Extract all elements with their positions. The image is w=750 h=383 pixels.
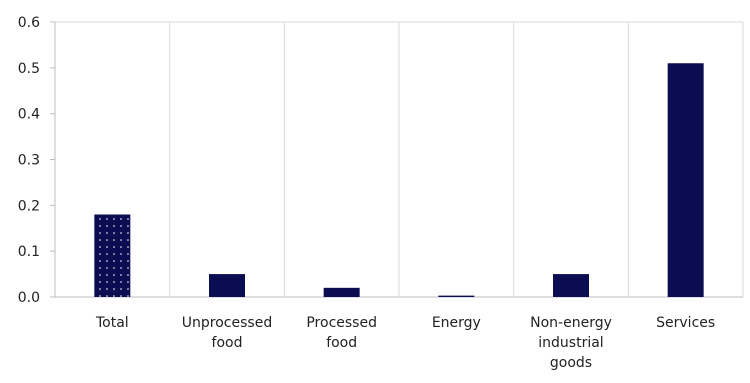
x-tick-label: Total <box>95 315 129 331</box>
bar <box>209 274 245 297</box>
y-tick-label: 0.1 <box>18 244 40 260</box>
x-tick-label: Energy <box>432 315 481 331</box>
y-tick-label: 0.0 <box>18 290 40 306</box>
bar <box>667 63 704 297</box>
x-tick-label: Unprocessed food <box>182 315 272 351</box>
y-tick-label: 0.6 <box>18 15 40 31</box>
y-tick-label: 0.4 <box>18 107 40 123</box>
x-tick-label: Processed food <box>306 315 377 351</box>
y-tick-label: 0.3 <box>18 153 40 169</box>
y-tick-label: 0.2 <box>18 198 40 214</box>
bar <box>438 295 475 297</box>
x-tick-label: Non-energy industrial goods <box>530 315 612 371</box>
y-tick-label: 0.5 <box>18 61 40 77</box>
bar <box>323 287 360 297</box>
x-tick-label: Services <box>656 315 715 331</box>
bar <box>553 274 589 297</box>
bar <box>94 214 131 297</box>
